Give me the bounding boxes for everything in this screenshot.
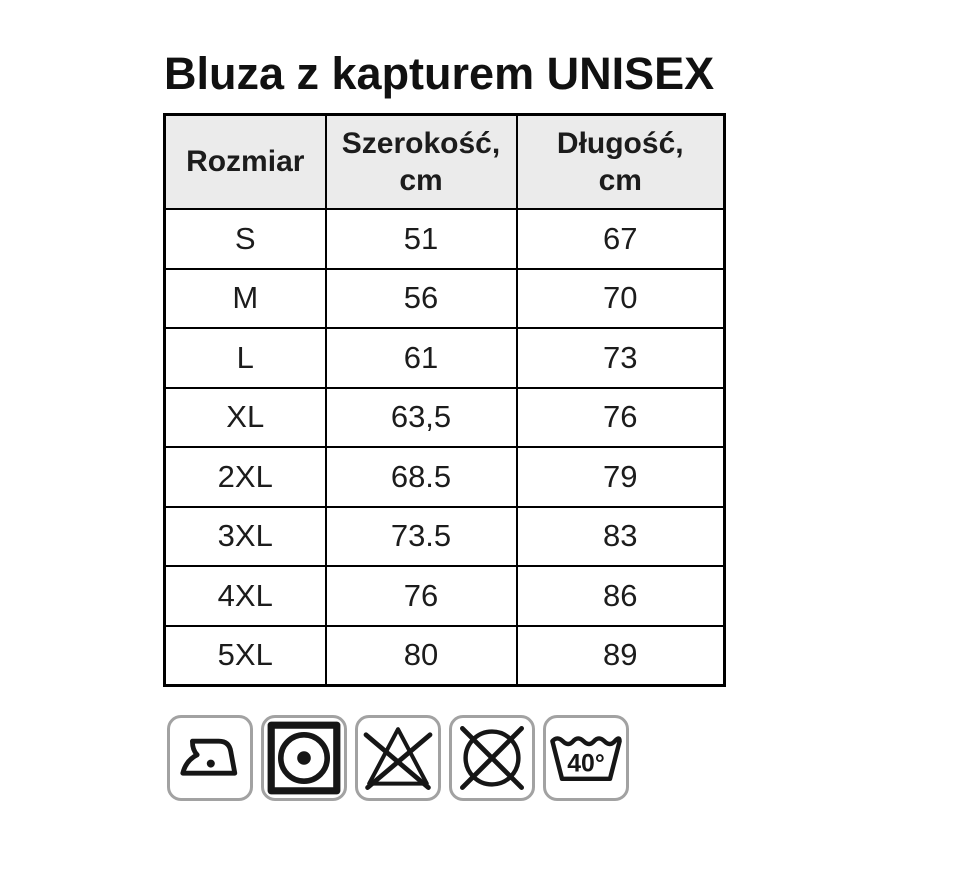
size-cell: 2XL — [163, 446, 327, 508]
length-cell: 79 — [515, 446, 726, 508]
size-table: Rozmiar Szerokość, cm Długość, cm S 51 6… — [163, 113, 726, 687]
col-header-size: Rozmiar — [163, 113, 327, 210]
table-row: 5XL 80 89 — [163, 624, 726, 687]
iron-low-icon — [167, 715, 253, 801]
size-cell: M — [163, 267, 327, 329]
size-cell: 4XL — [163, 565, 327, 627]
width-cell: 61 — [324, 327, 518, 389]
length-cell: 83 — [515, 505, 726, 567]
wash-temperature-label: 40° — [567, 751, 605, 778]
size-cell: S — [163, 208, 327, 270]
width-cell: 76 — [324, 565, 518, 627]
length-cell: 73 — [515, 327, 726, 389]
table-row: M 56 70 — [163, 267, 726, 329]
width-cell: 73.5 — [324, 505, 518, 567]
size-cell: XL — [163, 386, 327, 448]
table-row: L 61 73 — [163, 327, 726, 389]
care-symbols-row: 40° — [167, 715, 629, 801]
do-not-bleach-icon — [355, 715, 441, 801]
table-row: S 51 67 — [163, 208, 726, 270]
width-cell: 68.5 — [324, 446, 518, 508]
size-cell: 3XL — [163, 505, 327, 567]
col-header-width: Szerokość, cm — [324, 113, 518, 210]
table-row: XL 63,5 76 — [163, 386, 726, 448]
tumble-dry-icon — [261, 715, 347, 801]
length-cell: 86 — [515, 565, 726, 627]
length-cell: 89 — [515, 624, 726, 687]
width-cell: 80 — [324, 624, 518, 687]
col-header-length: Długość, cm — [515, 113, 726, 210]
size-table-header-row: Rozmiar Szerokość, cm Długość, cm — [163, 113, 726, 210]
do-not-dry-clean-icon — [449, 715, 535, 801]
width-cell: 56 — [324, 267, 518, 329]
page-title: Bluza z kapturem UNISEX — [164, 48, 715, 99]
size-cell: L — [163, 327, 327, 389]
length-cell: 67 — [515, 208, 726, 270]
wash-40-icon: 40° — [543, 715, 629, 801]
table-row: 3XL 73.5 83 — [163, 505, 726, 567]
width-cell: 63,5 — [324, 386, 518, 448]
length-cell: 76 — [515, 386, 726, 448]
table-row: 4XL 76 86 — [163, 565, 726, 627]
width-cell: 51 — [324, 208, 518, 270]
size-cell: 5XL — [163, 624, 327, 687]
table-row: 2XL 68.5 79 — [163, 446, 726, 508]
length-cell: 70 — [515, 267, 726, 329]
